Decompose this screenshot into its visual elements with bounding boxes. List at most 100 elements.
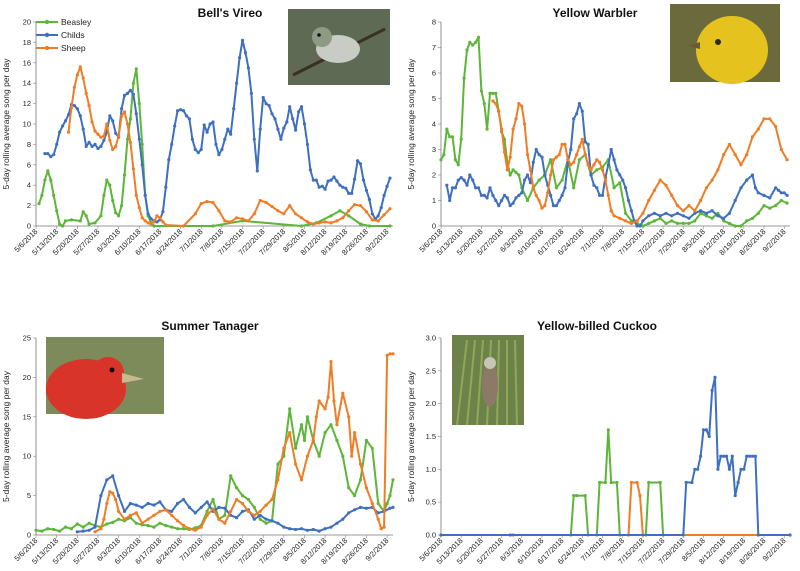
data-point: [379, 206, 383, 210]
data-point: [299, 216, 304, 220]
data-point: [46, 527, 50, 531]
data-point: [347, 415, 351, 419]
data-point: [727, 467, 732, 471]
data-point: [90, 120, 94, 124]
foliage: [496, 339, 500, 426]
data-point: [335, 179, 339, 183]
series-sheep: [491, 99, 789, 225]
data-point: [382, 213, 386, 217]
data-point: [586, 163, 590, 167]
data-point: [99, 135, 103, 139]
data-point: [779, 191, 783, 195]
data-point: [356, 159, 360, 163]
y-tick-label: 4: [27, 181, 31, 190]
data-point: [102, 134, 106, 138]
data-point: [323, 527, 327, 531]
data-point: [543, 173, 547, 177]
data-point: [285, 120, 289, 124]
data-point: [111, 520, 115, 525]
data-point: [252, 212, 256, 216]
data-point: [367, 224, 371, 228]
data-point: [114, 497, 118, 502]
data-point: [768, 196, 772, 200]
data-point: [745, 219, 749, 223]
data-point: [595, 158, 599, 162]
data-point: [282, 212, 286, 216]
data-point: [745, 178, 749, 182]
bird-photo-bells-vireo: [288, 9, 390, 85]
data-point: [502, 193, 507, 197]
data-point: [722, 219, 726, 223]
data-point: [344, 186, 348, 190]
data-point: [577, 145, 582, 149]
data-point: [258, 513, 262, 517]
data-point: [37, 202, 41, 206]
data-point: [96, 146, 100, 151]
data-point: [687, 216, 691, 220]
data-point: [152, 503, 156, 507]
data-point: [282, 446, 286, 450]
data-point: [566, 158, 570, 162]
data-point: [164, 508, 168, 512]
data-point: [252, 505, 256, 509]
data-point: [652, 188, 657, 192]
data-point: [710, 209, 714, 213]
data-point: [580, 137, 584, 141]
data-point: [494, 91, 498, 95]
bird-head: [92, 357, 124, 389]
legend-marker: [44, 19, 50, 25]
data-point: [99, 494, 103, 498]
data-point: [122, 93, 127, 97]
data-point: [232, 107, 236, 111]
data-point: [687, 221, 691, 225]
data-point: [609, 480, 613, 485]
data-point: [379, 527, 383, 531]
data-point: [246, 66, 250, 70]
data-point: [696, 467, 700, 471]
data-point: [128, 501, 132, 506]
data-point: [302, 438, 307, 442]
data-point: [774, 204, 778, 208]
data-point: [317, 454, 321, 458]
bird-eye: [109, 367, 115, 373]
data-point: [84, 91, 88, 95]
data-point: [370, 212, 374, 216]
data-point: [465, 183, 469, 187]
data-point: [353, 203, 357, 207]
data-point: [710, 388, 714, 393]
series-sheep: [66, 65, 392, 228]
data-point: [211, 120, 215, 124]
data-point: [72, 104, 76, 108]
data-point: [299, 527, 304, 531]
data-point: [476, 35, 481, 39]
data-point: [525, 198, 530, 203]
data-point: [675, 221, 680, 225]
data-point: [517, 193, 521, 197]
data-point: [229, 474, 233, 478]
y-tick-label: 2.0: [426, 399, 436, 408]
data-point: [347, 209, 351, 213]
data-point: [93, 142, 97, 146]
data-point: [264, 521, 268, 525]
data-point: [279, 137, 283, 141]
data-point: [134, 112, 138, 116]
data-point: [647, 480, 651, 485]
data-point: [184, 114, 189, 118]
series-line: [513, 428, 665, 536]
data-point: [750, 135, 755, 139]
data-point: [376, 214, 380, 218]
data-point: [117, 509, 121, 513]
data-point: [311, 222, 315, 226]
data-point: [525, 173, 530, 177]
data-point: [514, 117, 518, 121]
data-point: [90, 144, 94, 148]
data-point: [704, 186, 709, 190]
data-point: [240, 494, 245, 498]
data-point: [479, 193, 483, 197]
data-point: [311, 178, 315, 182]
data-point: [78, 219, 82, 223]
data-point: [612, 214, 616, 218]
data-point: [583, 140, 587, 144]
data-point: [494, 198, 498, 203]
data-point: [713, 375, 717, 379]
